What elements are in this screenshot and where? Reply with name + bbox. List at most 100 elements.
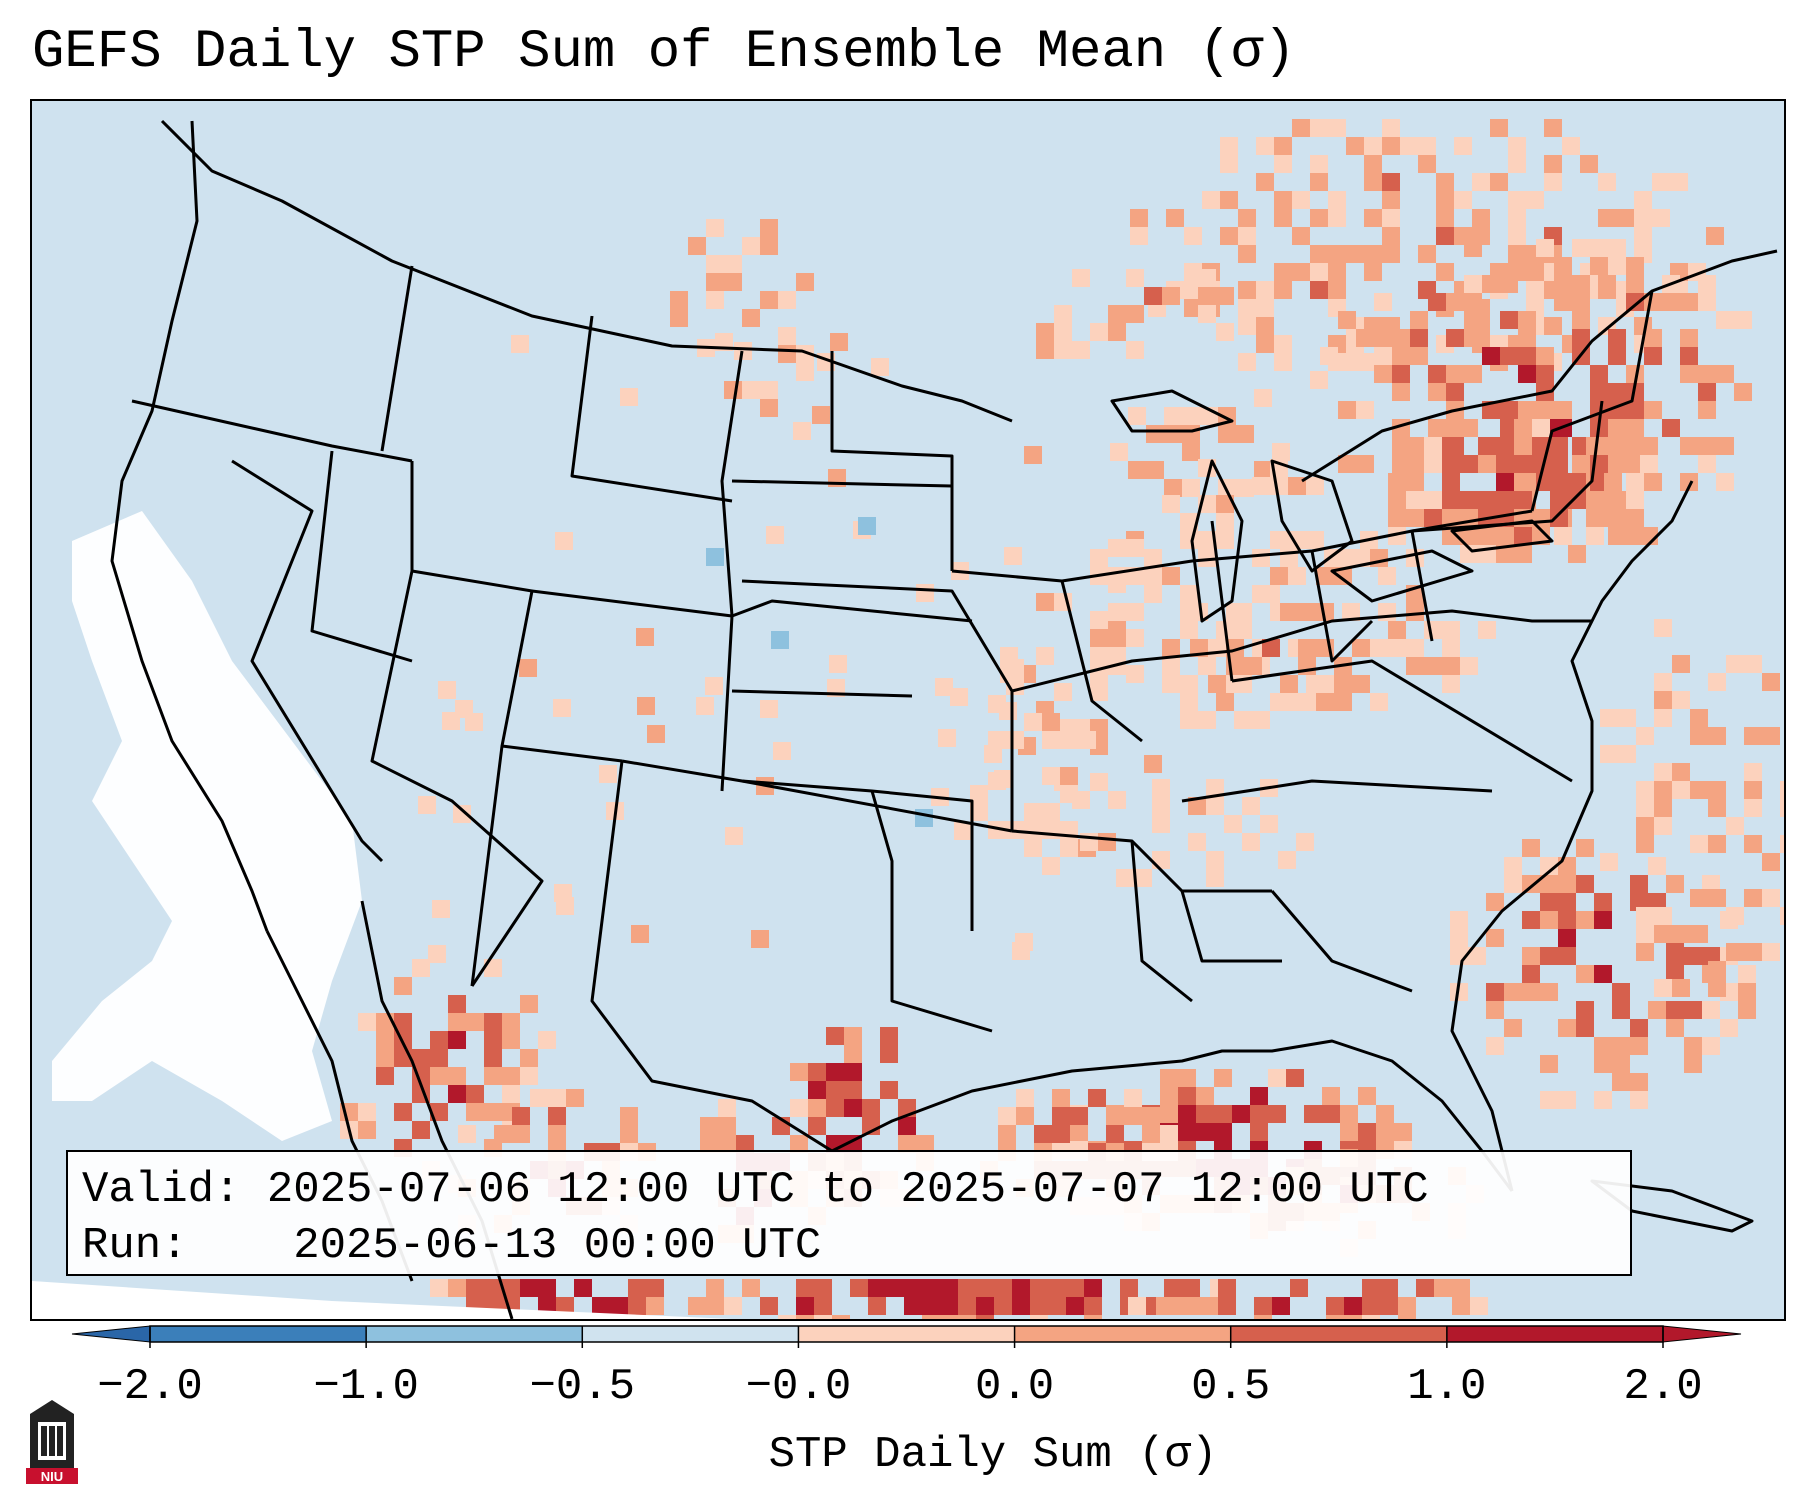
stp-cell bbox=[1716, 365, 1734, 383]
stp-cell bbox=[1636, 943, 1654, 961]
stp-cell bbox=[1084, 1279, 1102, 1297]
stp-cell bbox=[832, 1315, 850, 1319]
stp-cell bbox=[1042, 803, 1060, 821]
stp-cell bbox=[1256, 281, 1274, 299]
stp-cell bbox=[1088, 1089, 1106, 1107]
stp-cell bbox=[1310, 173, 1328, 191]
stp-cell bbox=[1098, 833, 1116, 851]
stp-cell bbox=[1626, 293, 1644, 311]
stp-cell bbox=[1364, 263, 1382, 281]
stp-cell bbox=[511, 335, 529, 353]
colorbar-tick-label: −0.5 bbox=[529, 1362, 636, 1412]
stp-cell bbox=[1418, 137, 1436, 155]
stp-cell bbox=[1024, 821, 1042, 839]
stp-cell bbox=[1216, 287, 1234, 305]
stp-cell bbox=[808, 1117, 826, 1135]
stp-cell bbox=[1666, 1001, 1684, 1019]
stp-cell bbox=[1508, 227, 1526, 245]
stp-cell bbox=[760, 219, 778, 237]
stp-cell bbox=[1716, 473, 1734, 491]
stp-cell bbox=[1272, 1297, 1290, 1315]
stp-cell bbox=[1504, 857, 1522, 875]
stp-cell bbox=[1726, 943, 1744, 961]
stp-cell bbox=[1424, 437, 1442, 455]
stp-cell bbox=[796, 1315, 814, 1319]
stp-cell bbox=[1424, 621, 1442, 639]
stp-cell bbox=[1544, 155, 1562, 173]
stp-cell bbox=[976, 1279, 994, 1297]
stp-cell bbox=[484, 1103, 502, 1121]
stp-cell bbox=[1334, 693, 1352, 711]
stp-cell bbox=[1126, 341, 1144, 359]
stp-cell bbox=[1120, 1279, 1138, 1297]
stp-cell bbox=[1428, 383, 1446, 401]
stp-cell bbox=[1500, 401, 1518, 419]
stp-cell bbox=[1464, 239, 1482, 257]
stp-cell bbox=[376, 1049, 394, 1067]
stp-cell bbox=[1654, 925, 1672, 943]
stp-cell bbox=[1640, 455, 1658, 473]
stp-cell bbox=[647, 725, 665, 743]
stp-cell bbox=[1250, 1087, 1268, 1105]
stp-cell bbox=[1198, 305, 1216, 323]
stp-cell bbox=[1278, 851, 1296, 869]
stp-cell bbox=[1734, 383, 1752, 401]
stp-cell bbox=[898, 1135, 916, 1153]
stp-cell bbox=[637, 697, 655, 715]
stp-cell bbox=[1514, 455, 1532, 473]
run-label: Run: bbox=[82, 1221, 188, 1271]
colorbar-extend-low bbox=[71, 1325, 151, 1343]
stp-cell bbox=[1144, 585, 1162, 603]
stp-cell bbox=[1180, 711, 1198, 729]
stp-cell bbox=[1152, 815, 1170, 833]
stp-cell bbox=[1762, 727, 1780, 745]
stp-cell bbox=[1518, 329, 1536, 347]
stp-cell bbox=[1378, 567, 1396, 585]
stp-cell bbox=[1388, 491, 1406, 509]
stp-cell bbox=[1702, 1001, 1720, 1019]
stp-cell bbox=[1342, 603, 1360, 621]
stp-cell bbox=[1572, 455, 1590, 473]
stp-cell bbox=[1280, 603, 1298, 621]
stp-cell bbox=[1078, 731, 1096, 749]
stp-cell bbox=[1238, 227, 1256, 245]
stp-cell bbox=[1388, 527, 1406, 545]
stp-cell bbox=[438, 681, 456, 699]
stp-cell bbox=[760, 700, 778, 718]
stp-cell bbox=[1406, 639, 1424, 657]
stp-cell bbox=[706, 291, 724, 309]
stp-cell bbox=[1644, 401, 1662, 419]
colorbar-segment bbox=[366, 1326, 583, 1342]
stp-cell bbox=[1482, 275, 1500, 293]
stp-cell bbox=[1126, 539, 1144, 557]
stp-cell bbox=[1352, 549, 1370, 567]
stp-cell bbox=[1288, 477, 1306, 495]
stp-cell bbox=[1594, 965, 1612, 983]
stp-cell bbox=[1144, 287, 1162, 305]
stp-cell bbox=[844, 1081, 862, 1099]
stp-cell bbox=[1460, 491, 1478, 509]
stp-cell bbox=[796, 1279, 814, 1297]
stp-cell bbox=[1486, 1037, 1504, 1055]
stp-cell bbox=[935, 678, 953, 696]
stp-cell bbox=[1160, 1125, 1178, 1143]
stp-cell bbox=[826, 1081, 844, 1099]
stp-cell bbox=[1634, 191, 1652, 209]
stp-cell bbox=[1340, 1123, 1358, 1141]
stp-cell bbox=[1328, 191, 1346, 209]
stp-cell bbox=[1708, 781, 1726, 799]
stp-cell bbox=[1702, 875, 1720, 893]
stp-cell bbox=[538, 1031, 556, 1049]
colorbar-tick-label: 0.0 bbox=[974, 1362, 1055, 1412]
stp-cell bbox=[1198, 531, 1216, 549]
stp-cell bbox=[1152, 779, 1170, 797]
stp-cell bbox=[1216, 323, 1234, 341]
stp-cell bbox=[1518, 311, 1536, 329]
stp-cell bbox=[1464, 311, 1482, 329]
stp-cell bbox=[1126, 665, 1144, 683]
stp-cell bbox=[1460, 455, 1478, 473]
stp-cell bbox=[1780, 799, 1784, 817]
stp-cell bbox=[1054, 323, 1072, 341]
stp-cell bbox=[1612, 1001, 1630, 1019]
stp-cell bbox=[1178, 1087, 1196, 1105]
